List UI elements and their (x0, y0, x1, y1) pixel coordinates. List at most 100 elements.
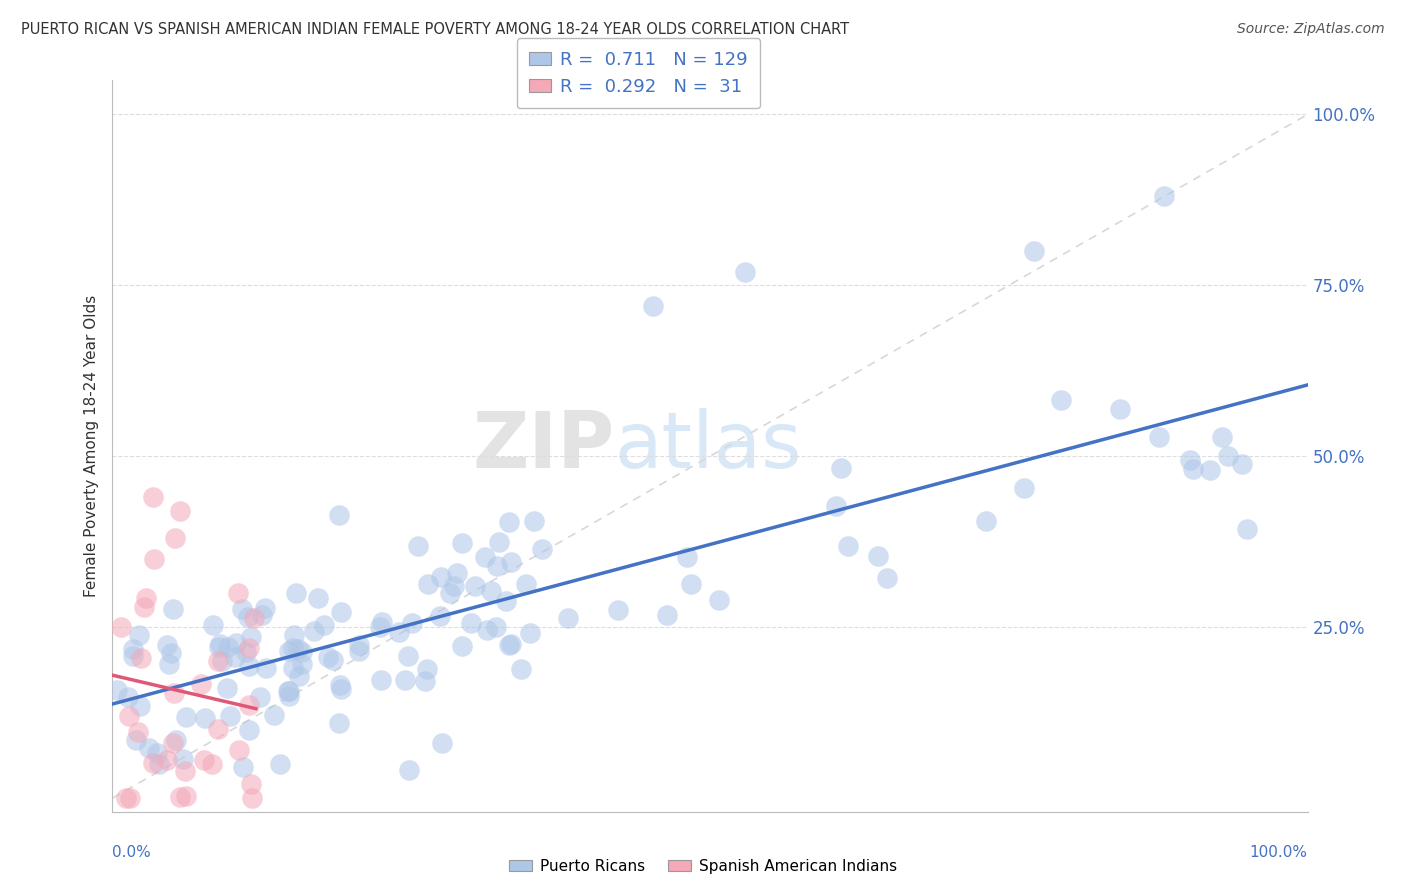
Point (519, 626, 541, 640)
Point (235, 645, 257, 659)
Point (515, 576, 537, 591)
Point (236, 609, 259, 624)
Point (224, 650, 246, 665)
Point (329, 682, 352, 697)
Point (138, 741, 160, 756)
Point (118, 791, 141, 805)
Point (288, 669, 311, 683)
Point (307, 591, 329, 606)
Point (238, 698, 260, 713)
Point (278, 644, 301, 658)
Point (249, 690, 271, 704)
Point (201, 618, 224, 632)
Point (707, 593, 730, 607)
Point (281, 660, 304, 674)
Text: atlas: atlas (614, 408, 801, 484)
Point (439, 586, 461, 600)
Point (485, 620, 508, 634)
Point (314, 618, 336, 632)
Point (122, 642, 145, 657)
Point (464, 579, 486, 593)
Point (169, 504, 191, 518)
Point (501, 637, 523, 651)
Point (430, 569, 453, 583)
Point (174, 764, 197, 778)
Point (328, 716, 350, 731)
Point (316, 650, 339, 665)
Point (876, 571, 898, 585)
Point (498, 515, 520, 529)
Point (211, 654, 233, 668)
Point (401, 616, 423, 631)
Point (329, 678, 352, 692)
Point (278, 689, 301, 703)
Point (163, 531, 186, 545)
Point (132, 599, 155, 614)
Point (238, 640, 260, 655)
Point (1022, 244, 1045, 259)
Point (128, 628, 150, 642)
Point (1178, 452, 1201, 467)
Point (974, 514, 997, 528)
Point (240, 791, 263, 805)
Point (1147, 430, 1170, 444)
Point (302, 624, 325, 638)
Point (148, 756, 170, 771)
Point (207, 723, 229, 737)
Point (837, 539, 859, 553)
Legend: Puerto Ricans, Spanish American Indians: Puerto Ricans, Spanish American Indians (503, 853, 903, 880)
Point (607, 603, 630, 617)
Point (1153, 189, 1175, 203)
Point (398, 763, 420, 777)
Point (330, 605, 353, 619)
Point (474, 549, 496, 564)
Point (194, 711, 217, 725)
Point (118, 709, 141, 723)
Point (416, 577, 439, 591)
Point (269, 756, 291, 771)
Point (207, 654, 229, 668)
Point (146, 746, 169, 760)
Point (135, 591, 157, 606)
Point (226, 586, 249, 600)
Text: PUERTO RICAN VS SPANISH AMERICAN INDIAN FEMALE POVERTY AMONG 18-24 YEAR OLDS COR: PUERTO RICAN VS SPANISH AMERICAN INDIAN … (21, 22, 849, 37)
Point (225, 635, 247, 649)
Point (287, 641, 309, 656)
Point (531, 541, 554, 556)
Point (107, 683, 129, 698)
Point (232, 760, 254, 774)
Point (215, 681, 238, 695)
Point (347, 644, 370, 658)
Point (1199, 463, 1222, 477)
Point (115, 791, 138, 805)
Point (129, 651, 152, 665)
Point (451, 535, 474, 549)
Point (278, 684, 301, 698)
Point (1218, 449, 1240, 463)
Point (240, 630, 263, 644)
Point (643, 299, 665, 313)
Point (162, 736, 184, 750)
Point (657, 607, 679, 622)
Point (209, 636, 232, 650)
Point (231, 602, 253, 616)
Point (479, 583, 502, 598)
Point (201, 756, 224, 771)
Point (370, 673, 392, 688)
Point (242, 610, 264, 624)
Point (157, 657, 180, 672)
Point (219, 709, 242, 723)
Point (238, 723, 260, 737)
Point (430, 736, 453, 750)
Point (254, 661, 277, 675)
Point (396, 648, 419, 663)
Point (159, 646, 181, 660)
Point (165, 732, 187, 747)
Point (1109, 402, 1132, 417)
Point (172, 752, 194, 766)
Point (141, 756, 163, 771)
Point (208, 640, 231, 654)
Point (387, 625, 409, 640)
Text: Source: ZipAtlas.com: Source: ZipAtlas.com (1237, 22, 1385, 37)
Point (250, 608, 273, 623)
